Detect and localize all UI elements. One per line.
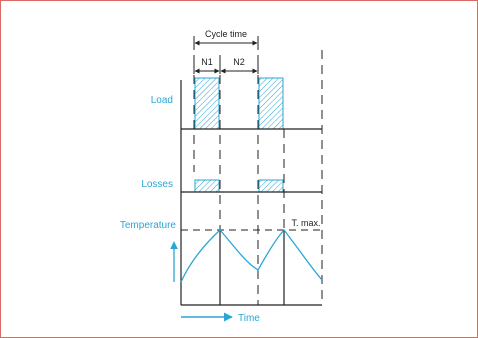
temperature-curve <box>180 228 323 283</box>
losses-pulse-1 <box>194 179 220 193</box>
time-label: Time <box>238 313 260 324</box>
losses-row: Losses <box>141 179 322 193</box>
n2-label: N2 <box>233 57 245 67</box>
cycle-time-bracket: Cycle time <box>193 29 259 50</box>
load-label: Load <box>151 95 173 106</box>
cycle-time-label: Cycle time <box>205 29 247 39</box>
losses-label: Losses <box>141 179 173 190</box>
tmax-label: T. max. <box>291 218 320 228</box>
temperature-label: Temperature <box>120 220 177 231</box>
load-pulse-1 <box>194 77 220 130</box>
temperature-row: Temperature T. max. <box>120 218 323 283</box>
dashed-guides <box>181 50 323 305</box>
losses-pulse-2 <box>258 179 284 193</box>
n1-label: N1 <box>201 57 213 67</box>
time-axis: Time <box>181 312 260 324</box>
load-row: Load <box>151 77 322 130</box>
n1-n2-segments: N1 N2 <box>193 55 259 74</box>
load-pulse-2 <box>258 77 284 130</box>
